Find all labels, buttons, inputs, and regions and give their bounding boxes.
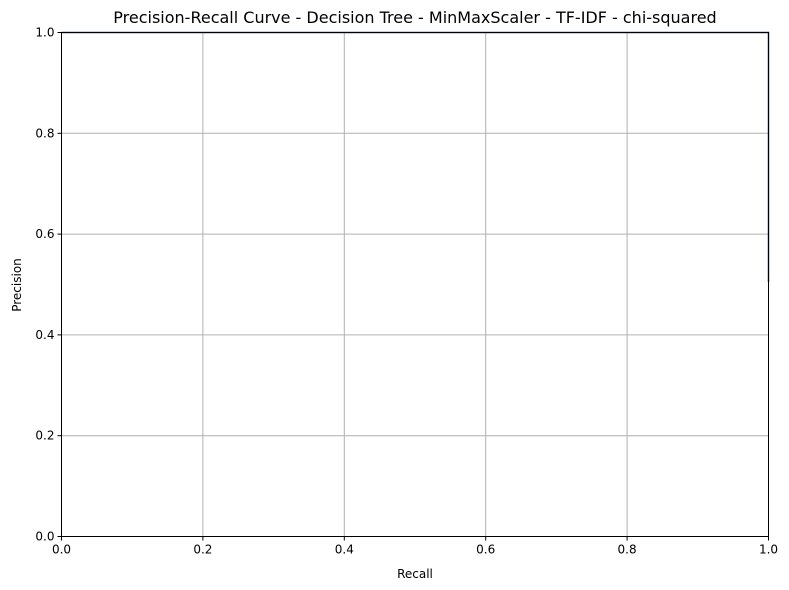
- y-tick-label: 0.8: [35, 126, 54, 140]
- x-tick-label: 0.0: [52, 543, 71, 557]
- ticks: 0.0 0.2 0.4 0.6 0.8 1.0 0.0 0.2 0.4 0.6 0.8 1.0: [35, 26, 778, 557]
- y-tick-label: 0.2: [35, 429, 54, 443]
- x-tick-label: 0.2: [193, 543, 212, 557]
- y-tick-label: 0.0: [35, 530, 54, 544]
- y-tick-label: 0.6: [35, 227, 54, 241]
- x-tick-label: 1.0: [759, 543, 778, 557]
- x-axis-label: Recall: [397, 567, 433, 581]
- y-tick-label: 1.0: [35, 26, 54, 40]
- x-tick-label: 0.6: [476, 543, 495, 557]
- y-axis-label: Precision: [10, 258, 24, 312]
- y-tick-label: 0.4: [35, 328, 54, 342]
- chart-title: Precision-Recall Curve - Decision Tree -…: [113, 8, 716, 27]
- x-tick-label: 0.4: [335, 543, 354, 557]
- x-tick-label: 0.8: [618, 543, 637, 557]
- plot-frame: [61, 32, 769, 537]
